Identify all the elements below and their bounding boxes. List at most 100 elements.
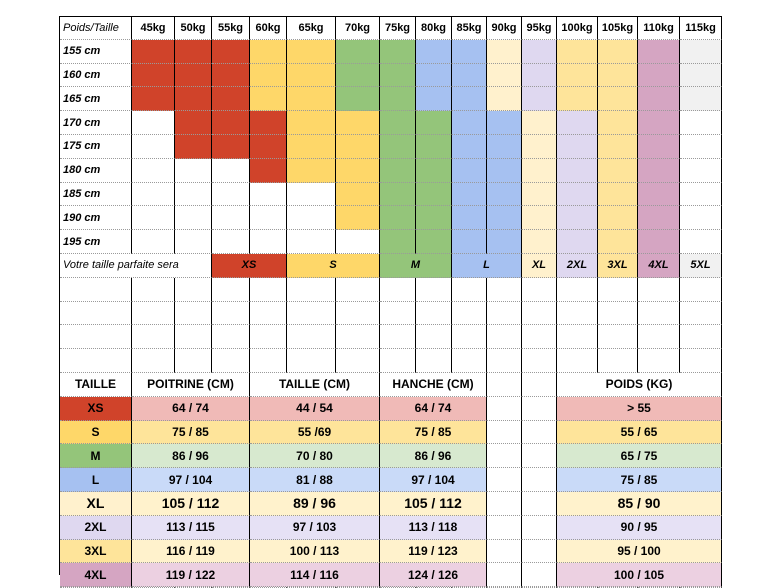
empty-cell xyxy=(60,325,132,350)
grid-cell xyxy=(487,206,522,231)
grid-cell xyxy=(175,39,212,64)
empty-cell xyxy=(452,277,487,302)
grid-cell xyxy=(487,158,522,183)
poids-value-2xl: 90 / 95 xyxy=(557,515,722,540)
grid-cell xyxy=(132,230,175,254)
grid-cell xyxy=(487,182,522,207)
poitrine-value-m: 86 / 96 xyxy=(132,444,250,469)
grid-cell xyxy=(638,135,680,159)
grid-cell xyxy=(287,158,336,183)
grid-cell xyxy=(487,87,522,112)
grid-cell xyxy=(487,111,522,135)
empty-cell xyxy=(522,563,557,588)
grid-cell xyxy=(132,87,175,112)
empty-cell xyxy=(487,277,522,302)
grid-cell xyxy=(416,63,452,88)
empty-cell xyxy=(522,539,557,564)
poids-value-m: 65 / 75 xyxy=(557,444,722,469)
empty-cell xyxy=(598,325,638,350)
empty-cell xyxy=(452,325,487,350)
empty-cell xyxy=(336,277,380,302)
grid-cell xyxy=(287,39,336,64)
hanche-value-s: 75 / 85 xyxy=(380,420,487,445)
grid-cell xyxy=(557,158,598,183)
empty-cell xyxy=(287,349,336,373)
empty-cell xyxy=(522,349,557,373)
grid-cell xyxy=(250,39,287,64)
empty-cell xyxy=(598,277,638,302)
poitrine-value-l: 97 / 104 xyxy=(132,468,250,492)
taille-value-xs: 44 / 54 xyxy=(250,396,380,421)
taille-value-s: 55 /69 xyxy=(250,420,380,445)
grid-cell xyxy=(212,87,250,112)
height-label-190cm: 190 cm xyxy=(60,206,132,231)
grid-cell xyxy=(175,87,212,112)
grid-cell xyxy=(598,158,638,183)
grid-cell xyxy=(680,206,722,231)
grid-cell xyxy=(416,39,452,64)
poids-value-xl: 85 / 90 xyxy=(557,492,722,516)
grid-cell xyxy=(380,135,416,159)
size-name-l: L xyxy=(60,468,132,492)
height-label-155cm: 155 cm xyxy=(60,39,132,64)
hanche-value-m: 86 / 96 xyxy=(380,444,487,469)
grid-cell xyxy=(557,135,598,159)
empty-cell xyxy=(680,325,722,350)
grid-cell xyxy=(250,206,287,231)
hanche-value-2xl: 113 / 118 xyxy=(380,515,487,540)
empty-cell xyxy=(522,373,557,397)
empty-cell xyxy=(287,277,336,302)
grid-cell xyxy=(598,63,638,88)
result-size-xs: XS xyxy=(212,254,287,278)
result-size-3xl: 3XL xyxy=(598,254,638,278)
hanche-value-l: 97 / 104 xyxy=(380,468,487,492)
empty-cell xyxy=(336,325,380,350)
grid-cell xyxy=(522,39,557,64)
empty-cell xyxy=(487,515,522,540)
grid-cell xyxy=(336,158,380,183)
grid-cell xyxy=(557,63,598,88)
height-label-180cm: 180 cm xyxy=(60,158,132,183)
poids-value-xs: > 55 xyxy=(557,396,722,421)
grid-cell xyxy=(598,230,638,254)
grid-cell xyxy=(598,111,638,135)
weight-header-90kg: 90kg xyxy=(487,16,522,40)
poids-value-3xl: 95 / 100 xyxy=(557,539,722,564)
grid-cell xyxy=(680,135,722,159)
grid-cell xyxy=(557,39,598,64)
empty-cell xyxy=(452,349,487,373)
grid-cell xyxy=(598,135,638,159)
size-name-xs: XS xyxy=(60,396,132,421)
empty-cell xyxy=(132,349,175,373)
grid-cell xyxy=(680,63,722,88)
hanche-value-xl: 105 / 112 xyxy=(380,492,487,516)
grid-cell xyxy=(132,182,175,207)
empty-cell xyxy=(522,492,557,516)
grid-cell xyxy=(212,39,250,64)
empty-cell xyxy=(336,301,380,326)
grid-cell xyxy=(132,39,175,64)
hanche-value-3xl: 119 / 123 xyxy=(380,539,487,564)
grid-cell xyxy=(638,87,680,112)
poitrine-value-4xl: 119 / 122 xyxy=(132,563,250,588)
grid-cell xyxy=(557,206,598,231)
grid-cell xyxy=(522,230,557,254)
grid-cell xyxy=(452,111,487,135)
grid-cell xyxy=(557,182,598,207)
empty-cell xyxy=(557,301,598,326)
weight-header-100kg: 100kg xyxy=(557,16,598,40)
weight-header-85kg: 85kg xyxy=(452,16,487,40)
size-table-header-poids: POIDS (KG) xyxy=(557,373,722,397)
empty-cell xyxy=(416,301,452,326)
empty-cell xyxy=(132,277,175,302)
empty-cell xyxy=(416,277,452,302)
grid-cell xyxy=(287,63,336,88)
grid-cell xyxy=(380,111,416,135)
result-size-2xl: 2XL xyxy=(557,254,598,278)
empty-cell xyxy=(336,349,380,373)
grid-cell xyxy=(132,63,175,88)
grid-cell xyxy=(132,158,175,183)
grid-cell xyxy=(522,111,557,135)
grid-cell xyxy=(487,63,522,88)
hanche-value-4xl: 124 / 126 xyxy=(380,563,487,588)
